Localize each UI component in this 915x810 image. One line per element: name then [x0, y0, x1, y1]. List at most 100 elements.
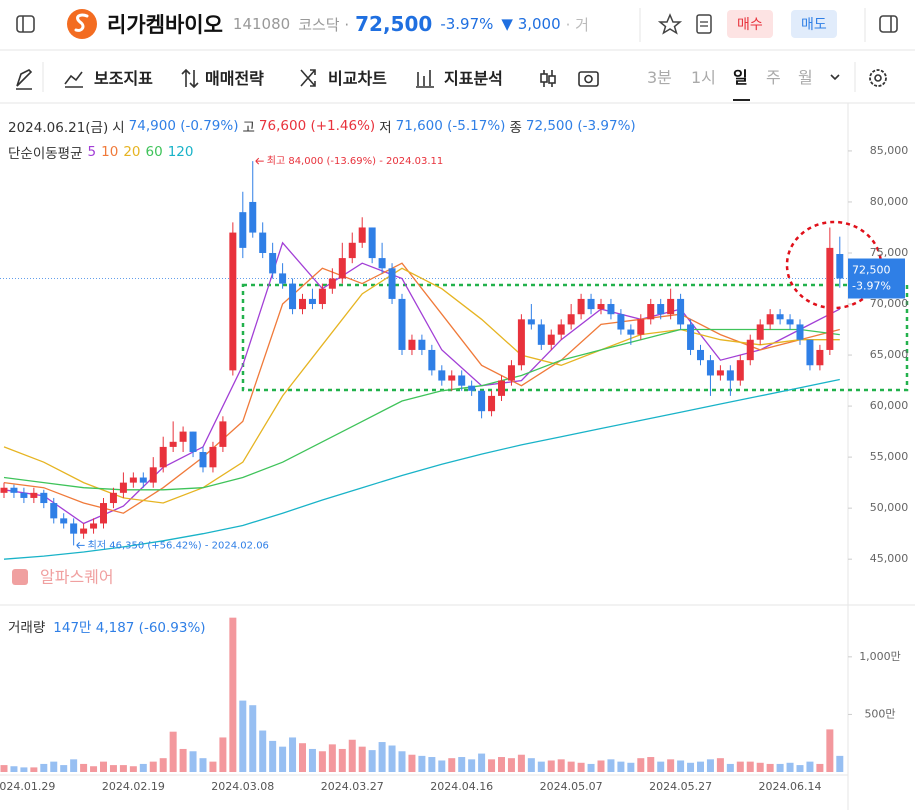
favorite-icon[interactable]: [657, 13, 683, 35]
volume-bar: [607, 759, 615, 772]
info-label: 저: [379, 120, 392, 136]
y-tick-label: 1,000만: [859, 650, 901, 663]
volume-bar: [229, 617, 237, 772]
candle-body: [706, 360, 714, 376]
range-highlight: [241, 283, 909, 392]
volume-bar: [706, 759, 714, 772]
buy-button[interactable]: 매수: [727, 10, 773, 38]
volume-bar: [577, 762, 585, 772]
volume-bar: [667, 759, 675, 772]
volume-bar: [627, 762, 635, 772]
candle-body: [30, 492, 38, 498]
y-tick-label: 500만: [864, 707, 895, 720]
candle-body: [368, 227, 376, 259]
volume-label: 거래량: [8, 620, 46, 636]
y-tick-label: 75,000: [870, 246, 909, 259]
stock-name: 리가켐바이오: [107, 13, 223, 37]
volume-bar: [239, 700, 247, 772]
volume-bar: [318, 751, 326, 772]
y-tick-label: 80,000: [870, 195, 909, 208]
legend-entry[interactable]: 60: [145, 144, 163, 160]
ma-line: [3, 328, 840, 491]
volume-bar: [338, 748, 346, 772]
candle-body: [149, 467, 157, 483]
legend-entry[interactable]: 120: [167, 144, 194, 160]
candle-body: [746, 339, 754, 361]
volume-bar: [468, 759, 476, 772]
strategy-button[interactable]: 매매전략: [205, 69, 264, 88]
candle-body: [249, 201, 257, 233]
volume-bar: [249, 705, 257, 772]
period-button[interactable]: 1시: [691, 68, 716, 87]
compare-button[interactable]: 비교차트: [328, 69, 387, 88]
candle-body: [40, 492, 48, 504]
period-button[interactable]: 3분: [647, 68, 672, 87]
candle-body: [488, 395, 496, 412]
watermark-logo: [12, 569, 28, 585]
market: 코스닥 ·: [298, 15, 350, 34]
volume-bar: [766, 763, 774, 772]
candle-body: [169, 441, 177, 447]
candle-body: [279, 273, 287, 284]
candle-body: [766, 314, 774, 325]
y-tick-label: 45,000: [870, 552, 909, 565]
volume-bar: [786, 762, 794, 772]
volume-bar: [567, 761, 575, 772]
analysis-icon: [416, 70, 434, 88]
sidebar-icon[interactable]: [16, 15, 35, 33]
candle-body: [100, 503, 107, 524]
volume-bar: [527, 758, 535, 772]
draw-icon[interactable]: [16, 69, 33, 90]
analysis-button[interactable]: 지표분석: [444, 69, 503, 88]
period-button[interactable]: 월: [798, 68, 813, 87]
logo-mark: [74, 13, 89, 32]
legend-entry[interactable]: 5: [87, 144, 97, 160]
volume-bar: [507, 758, 515, 772]
candle-body: [219, 421, 227, 447]
volume-bar: [159, 758, 167, 772]
candle-body: [547, 334, 555, 345]
candle-body: [428, 349, 436, 371]
panel-icon[interactable]: [879, 15, 898, 33]
legend-entry[interactable]: 20: [123, 144, 141, 160]
volume-bar: [806, 761, 814, 772]
low-note: 최저 46,350 (+56.42%) - 2024.02.06: [88, 539, 269, 551]
sell-button[interactable]: 매도: [791, 10, 837, 38]
candle-body: [458, 375, 466, 386]
memo-icon[interactable]: [696, 14, 712, 34]
chevron[interactable]: [830, 74, 840, 81]
candle-body: [199, 452, 207, 468]
legend-entry[interactable]: 10: [101, 144, 119, 160]
more: · 거: [565, 15, 589, 34]
candle-body: [20, 492, 28, 498]
volume-bar: [0, 765, 8, 772]
candle-body: [179, 431, 187, 442]
candle-body: [617, 314, 625, 330]
volume-bar: [348, 739, 356, 772]
period-button[interactable]: 일: [733, 68, 748, 87]
indicators-button[interactable]: 보조지표: [94, 69, 153, 88]
settings-icon[interactable]: [869, 69, 887, 87]
volume-bar: [388, 745, 396, 772]
candle-body: [736, 360, 744, 381]
period-button[interactable]: 주: [766, 68, 781, 87]
candle-body: [80, 528, 88, 534]
candle-body: [697, 349, 704, 361]
last-price-box: [848, 258, 905, 299]
camera-icon[interactable]: [578, 71, 599, 87]
volume-bar: [219, 737, 227, 772]
volume-bar: [20, 767, 28, 772]
volume-bar: [40, 763, 48, 772]
candle-body: [318, 288, 326, 305]
candle-body: [448, 375, 456, 381]
volume-bar: [637, 758, 645, 772]
volume-bar: [259, 730, 267, 772]
ma-line: [3, 267, 840, 504]
candle-body: [627, 329, 635, 335]
ohlc-info: 2024.06.21(금) 시 74,900 (-0.79%) 고 76,600…: [8, 116, 636, 136]
candle-body: [189, 431, 197, 453]
volume-bar: [587, 763, 595, 772]
volume-info: 거래량 147만 4,187 (-60.93%): [8, 616, 206, 636]
volume-bar: [647, 757, 655, 772]
